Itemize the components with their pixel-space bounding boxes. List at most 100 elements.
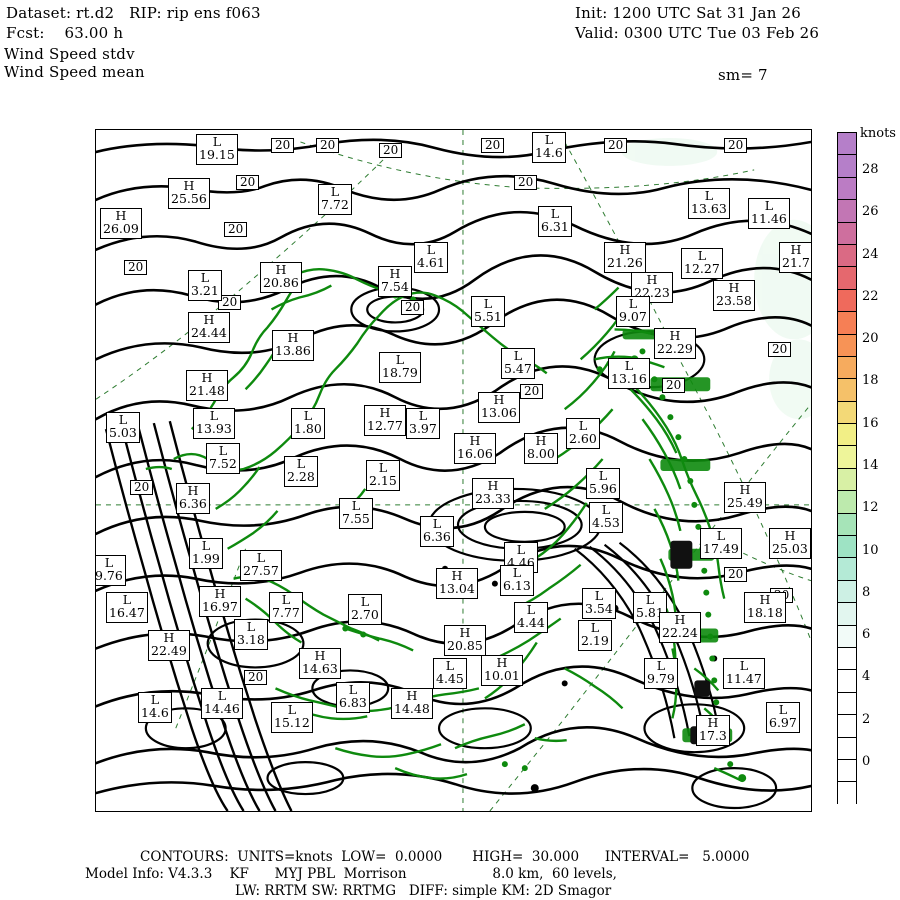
colorbar-tick-label: 2 <box>862 711 871 727</box>
colorbar-units-label: knots <box>860 126 896 141</box>
contour-label: 20 <box>514 175 538 190</box>
extrema-box: H 10.01 <box>481 655 523 686</box>
contour-label: 20 <box>520 384 544 399</box>
extrema-box: H 22.29 <box>654 328 696 359</box>
colorbar-tick-label: 16 <box>862 415 879 431</box>
extrema-box: L 5.47 <box>501 348 535 379</box>
extrema-box: L 5.51 <box>471 296 505 327</box>
extrema-box: H 12.77 <box>364 405 406 436</box>
init-time-line: Init: 1200 UTC Sat 31 Jan 26 <box>575 4 802 22</box>
extrema-box: L 2.19 <box>578 620 612 651</box>
colorbar-tick-label: 10 <box>862 542 879 558</box>
extrema-box: L 9.76 <box>96 555 126 586</box>
extrema-box: H 18.18 <box>744 592 786 623</box>
extrema-box: H 13.86 <box>272 330 314 361</box>
extrema-box: L 12.27 <box>681 248 723 279</box>
extrema-box: L 4.61 <box>414 242 448 273</box>
colorbar-tick-label: 6 <box>862 627 871 643</box>
model-info-line: Model Info: V4.3.3 KF MYJ PBL Morrison 8… <box>85 866 617 882</box>
extrema-box: L 11.47 <box>723 658 765 689</box>
colorbar-tick-label: 0 <box>862 754 871 769</box>
extrema-box: L 6.13 <box>500 565 534 596</box>
extrema-box: H 23.33 <box>472 478 514 509</box>
extrema-box: L 5.03 <box>106 412 140 443</box>
extrema-box: L 27.57 <box>240 550 282 581</box>
dataset-rip-line: Dataset: rt.d2 RIP: rip ens f063 <box>6 4 261 22</box>
colorbar-segment <box>838 379 856 402</box>
extrema-box: H 21.48 <box>186 370 228 401</box>
colorbar-segment <box>838 580 856 604</box>
extrema-box: L 2.70 <box>348 594 382 625</box>
extrema-box: H 25.56 <box>168 178 210 209</box>
extrema-box: H 14.48 <box>391 688 433 719</box>
extrema-box: L 6.83 <box>336 682 370 713</box>
extrema-box: L 7.55 <box>339 498 373 529</box>
coastline-overlay <box>145 267 741 782</box>
contour-label: 20 <box>124 260 148 275</box>
colorbar-segment <box>838 244 856 268</box>
contour-label: 20 <box>218 295 242 310</box>
colorbar-segment <box>838 558 856 581</box>
extrema-box: H 13.06 <box>478 392 520 423</box>
colorbar-tick-label: 8 <box>862 584 871 600</box>
contour-label: 20 <box>481 138 505 153</box>
extrema-box: L 3.21 <box>188 270 222 301</box>
extrema-box: H 22.23 <box>631 272 673 303</box>
extrema-box: H 26.09 <box>100 208 142 239</box>
extrema-box: H 6.36 <box>176 483 210 514</box>
colorbar-segment <box>838 446 856 469</box>
extrema-box: L 11.46 <box>748 198 790 229</box>
colorbar-segment <box>838 536 856 559</box>
extrema-box: L 13.63 <box>688 188 730 219</box>
colorbar-segment <box>838 715 856 738</box>
extrema-box: H 8.00 <box>524 433 558 464</box>
colorbar-segment <box>838 692 856 716</box>
extrema-box: L 14.6 <box>532 132 566 163</box>
colorbar-segment <box>838 133 856 156</box>
colorbar-tick-label: 28 <box>862 162 879 177</box>
colorbar-segment <box>838 625 856 648</box>
extrema-box: L 4.53 <box>589 502 623 533</box>
colorbar-segment <box>838 491 856 514</box>
extrema-box: H 13.04 <box>436 568 478 599</box>
extrema-box: H 22.49 <box>148 630 190 661</box>
contour-label: 20 <box>724 567 748 582</box>
colorbar-tick-label: 4 <box>862 669 871 685</box>
contour-label: 20 <box>379 143 403 158</box>
extrema-box: L 6.31 <box>538 206 572 237</box>
extrema-box: H 25.03 <box>769 528 811 559</box>
extrema-box: H 7.54 <box>378 266 412 297</box>
contour-label: 20 <box>662 378 686 393</box>
colorbar-segment <box>838 312 856 335</box>
field-label-stdv: Wind Speed stdv <box>4 45 135 63</box>
colorbar-segment <box>838 513 856 537</box>
colorbar-tick-label: 24 <box>862 246 879 262</box>
contours-info-line: CONTOURS: UNITS=knots LOW= 0.0000 HIGH= … <box>140 849 750 865</box>
contour-label: 20 <box>236 175 260 190</box>
extrema-box: H 25.49 <box>724 482 766 513</box>
extrema-box: L 14.46 <box>201 688 243 719</box>
physics-options-line: LW: RRTM SW: RRTMG DIFF: simple KM: 2D S… <box>235 883 612 899</box>
extrema-box: L 3.18 <box>234 619 268 650</box>
field-label-mean: Wind Speed mean <box>4 63 145 81</box>
forecast-hour-line: Fcst: 63.00 h <box>6 24 124 42</box>
extrema-box: L 2.28 <box>284 456 318 487</box>
colorbar-segment <box>838 334 856 357</box>
extrema-box: H 21.26 <box>604 242 646 273</box>
colorbar-segment <box>838 401 856 425</box>
colorbar-segment <box>838 424 856 447</box>
contour-label: 20 <box>401 300 425 315</box>
extrema-box: H 23.58 <box>713 280 755 311</box>
contour-label: 20 <box>604 138 628 153</box>
extrema-box: L 1.80 <box>291 408 325 439</box>
extrema-box: H 22.24 <box>659 612 701 643</box>
extrema-box: H 21.7 <box>779 242 811 273</box>
extrema-box: L 1.99 <box>189 538 223 569</box>
extrema-box: L 7.72 <box>318 184 352 215</box>
contour-label: 20 <box>130 480 154 495</box>
extrema-box: L 4.44 <box>514 602 548 633</box>
extrema-box: H 16.97 <box>199 586 241 617</box>
contour-label: 20 <box>271 138 295 153</box>
extrema-box: H 16.06 <box>454 433 496 464</box>
colorbar-tick-label: 20 <box>862 331 879 347</box>
